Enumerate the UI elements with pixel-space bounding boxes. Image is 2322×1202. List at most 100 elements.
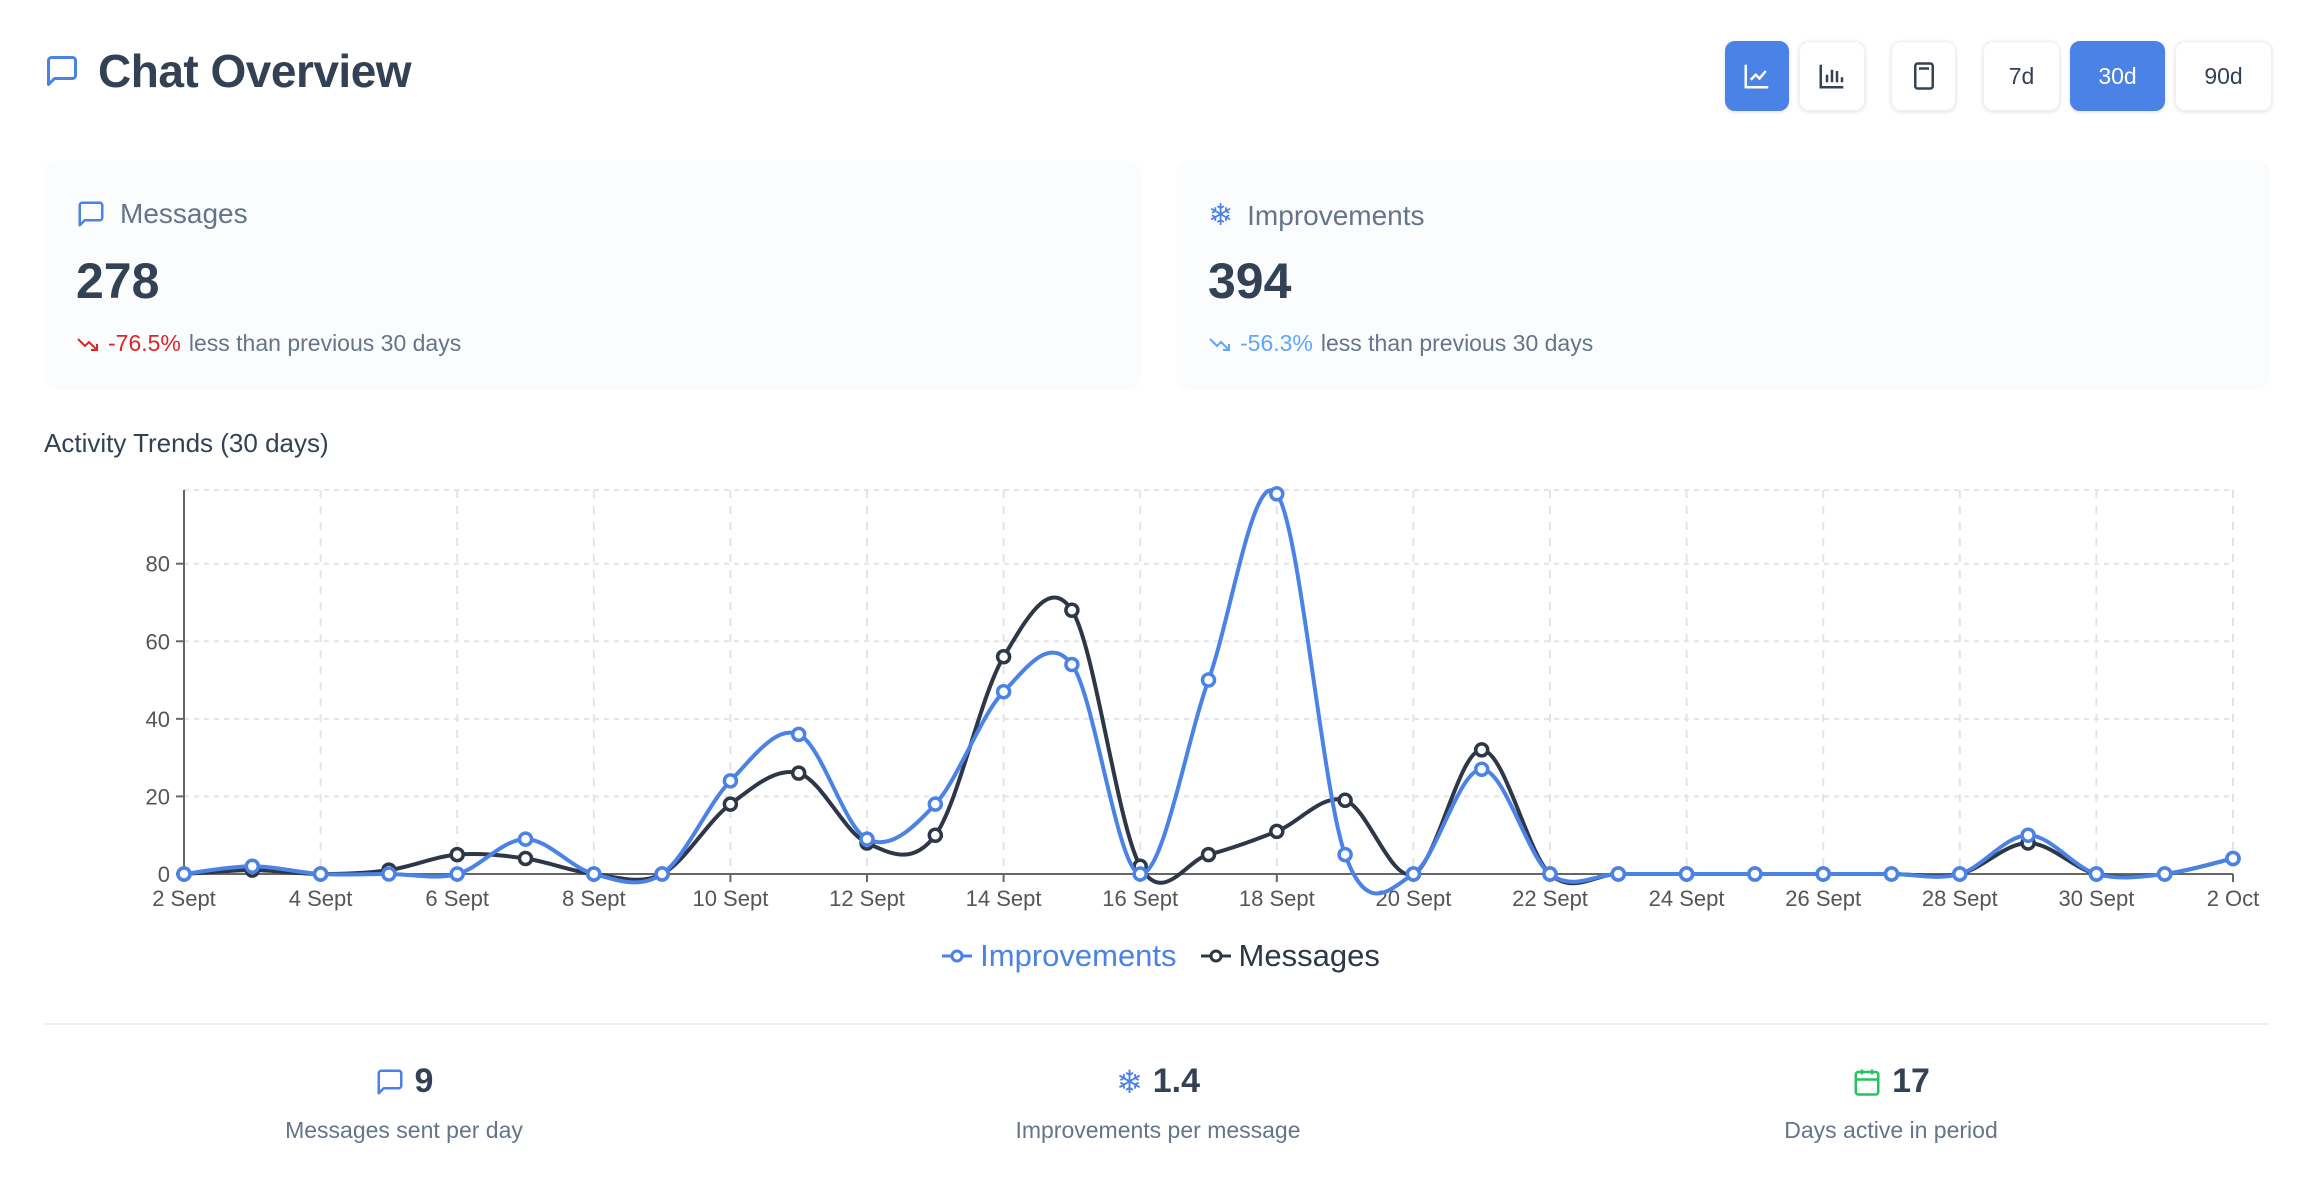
data-point-improvements[interactable]: [1473, 761, 1490, 778]
calculator-icon: [1913, 62, 1934, 90]
bar-chart-button[interactable]: [1799, 41, 1865, 111]
data-point-improvements[interactable]: [1747, 866, 1763, 882]
data-point-improvements[interactable]: [244, 858, 261, 874]
trending-down-icon: [1209, 337, 1230, 351]
stat-value: 1.4: [1152, 1062, 1201, 1100]
trending-down-icon: [77, 337, 98, 351]
divider: [44, 1023, 2270, 1025]
snowflake-icon: ❄: [1115, 1063, 1143, 1100]
data-point-messages[interactable]: [1473, 742, 1490, 758]
x-tick-label: 14 Sept: [966, 886, 1042, 911]
data-point-improvements[interactable]: [312, 866, 329, 882]
message-square-icon: [377, 1069, 403, 1094]
data-point-improvements[interactable]: [2020, 827, 2036, 843]
data-point-improvements[interactable]: [449, 866, 465, 882]
legend-item-improvements[interactable]: Improvements: [942, 938, 1177, 974]
legend-label: Messages: [1238, 938, 1380, 973]
x-tick-label: 16 Sept: [1102, 886, 1178, 911]
x-tick-label: 22 Sept: [1512, 886, 1588, 911]
range-30d-button[interactable]: 30d: [2070, 41, 2165, 111]
data-point-improvements[interactable]: [1542, 866, 1558, 882]
data-point-messages[interactable]: [722, 796, 739, 812]
data-point-improvements[interactable]: [1610, 866, 1627, 882]
y-tick-label: 40: [146, 707, 170, 732]
card-value: 278: [76, 253, 160, 309]
x-tick-label: 12 Sept: [829, 886, 905, 911]
data-point-improvements[interactable]: [1678, 866, 1695, 882]
card-label: Messages: [120, 198, 248, 229]
range-90d-button[interactable]: 90d: [2175, 41, 2272, 111]
data-point-messages[interactable]: [1269, 823, 1285, 840]
stat-value: 9: [414, 1062, 434, 1100]
y-tick-label: 80: [146, 552, 170, 577]
x-tick-label: 8 Sept: [562, 886, 626, 911]
card-change-suffix: less than previous 30 days: [188, 330, 462, 356]
x-tick-label: 28 Sept: [1922, 886, 1998, 911]
data-point-improvements[interactable]: [1064, 656, 1080, 673]
data-point-improvements[interactable]: [381, 866, 397, 882]
x-tick-label: 2 Sept: [152, 886, 216, 911]
data-point-improvements[interactable]: [722, 773, 739, 789]
stat-messages-per-day: 9 Messages sent per day: [104, 1062, 704, 1144]
data-point-improvements[interactable]: [927, 796, 944, 812]
card-value: 394: [1208, 253, 1292, 309]
data-point-improvements[interactable]: [2156, 866, 2173, 882]
data-point-improvements[interactable]: [790, 726, 807, 743]
snowflake-icon: ❄: [1208, 199, 1234, 232]
y-tick-label: 0: [158, 862, 170, 887]
card-label: Improvements: [1247, 199, 1425, 231]
data-point-messages[interactable]: [1337, 792, 1353, 809]
data-point-improvements[interactable]: [1337, 846, 1353, 863]
data-point-messages[interactable]: [1064, 602, 1080, 618]
x-tick-label: 6 Sept: [425, 886, 489, 911]
data-point-improvements[interactable]: [995, 683, 1012, 700]
data-point-improvements[interactable]: [586, 866, 602, 882]
stat-improvements-per-message: ❄ 1.4 Improvements per message: [858, 1062, 1458, 1144]
data-point-improvements[interactable]: [176, 866, 192, 882]
card-change: -76.5%: [108, 330, 181, 356]
stat-value: 17: [1892, 1062, 1930, 1100]
x-tick-label: 18 Sept: [1239, 886, 1315, 911]
data-point-improvements[interactable]: [2088, 866, 2105, 882]
message-square-icon: [78, 201, 104, 227]
data-point-improvements[interactable]: [1200, 672, 1217, 688]
data-point-messages[interactable]: [790, 765, 807, 781]
data-point-messages[interactable]: [1200, 846, 1217, 863]
data-point-messages[interactable]: [449, 846, 465, 863]
x-tick-label: 24 Sept: [1649, 886, 1725, 911]
data-point-improvements[interactable]: [1883, 866, 1900, 882]
stat-label: Messages sent per day: [285, 1117, 523, 1143]
x-tick-label: 4 Sept: [289, 886, 353, 911]
activity-chart: 0 20 40 60 80 2 Sept 4 Sept 6 Sept 8 Sept 10 Sept…: [146, 486, 2260, 911]
data-point-improvements[interactable]: [517, 831, 534, 847]
x-tick-label: 2 Oct: [2207, 886, 2260, 911]
x-tick-label: 26 Sept: [1785, 886, 1861, 911]
data-point-improvements[interactable]: [1952, 866, 1968, 882]
header: Chat Overview: [44, 44, 412, 98]
range-7d-button[interactable]: 7d: [1983, 41, 2060, 111]
line-chart-icon: [1744, 64, 1769, 89]
page-title: Chat Overview: [98, 45, 412, 97]
x-tick-label: 10 Sept: [692, 886, 768, 911]
y-tick-label: 20: [146, 784, 170, 809]
chart-title: Activity Trends (30 days): [44, 428, 329, 458]
data-point-messages[interactable]: [517, 850, 534, 867]
y-tick-label: 60: [146, 629, 170, 654]
data-point-improvements[interactable]: [1132, 866, 1148, 882]
data-point-improvements[interactable]: [859, 831, 875, 847]
data-point-improvements[interactable]: [1269, 486, 1285, 502]
data-point-improvements[interactable]: [2225, 850, 2241, 867]
data-point-improvements[interactable]: [1405, 866, 1422, 882]
stat-label: Improvements per message: [1015, 1117, 1301, 1143]
line-chart-button[interactable]: [1725, 41, 1789, 111]
stat-label: Days active in period: [1784, 1117, 1998, 1143]
data-point-improvements[interactable]: [654, 866, 670, 882]
calculator-button[interactable]: [1891, 41, 1956, 111]
legend-item-messages[interactable]: Messages: [1200, 938, 1380, 974]
data-point-messages[interactable]: [995, 649, 1012, 665]
legend-line-marker-icon: [942, 949, 973, 963]
chart-legend: Improvements Messages: [0, 938, 2322, 974]
data-point-improvements[interactable]: [1815, 866, 1831, 882]
message-square-icon: [47, 56, 77, 86]
data-point-messages[interactable]: [927, 827, 944, 843]
